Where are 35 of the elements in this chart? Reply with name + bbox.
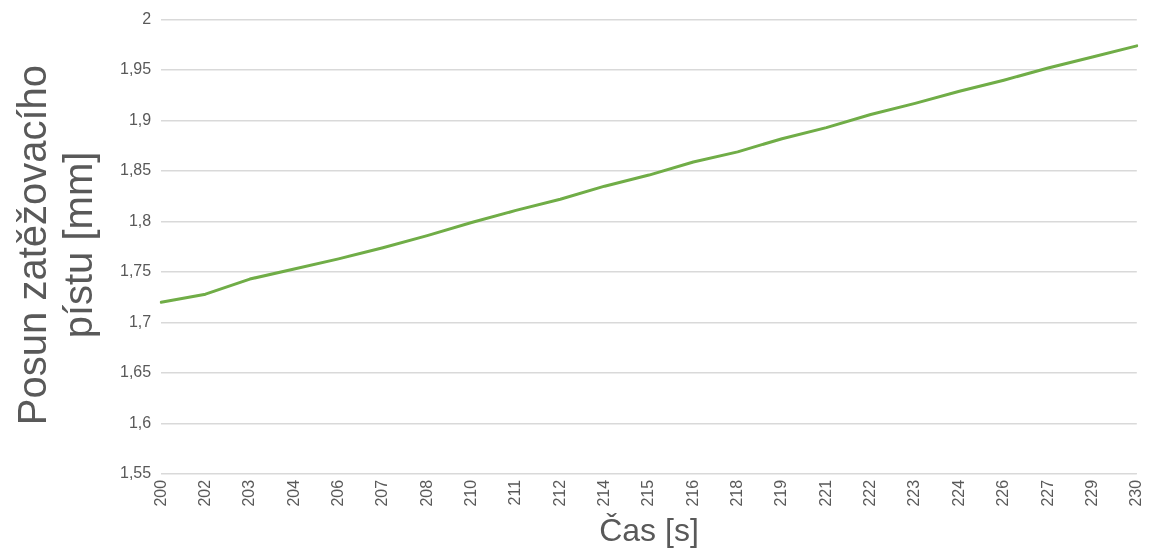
y-tick-label: 1,6 bbox=[128, 413, 152, 431]
y-tick-label: 1,55 bbox=[120, 464, 152, 482]
x-tick-label: 230 bbox=[1127, 479, 1145, 507]
x-tick-label: 211 bbox=[506, 479, 524, 506]
x-axis-title: Čas [s] bbox=[599, 511, 699, 548]
y-tick-label: 1,65 bbox=[120, 363, 152, 381]
x-tick-label: 229 bbox=[1082, 479, 1100, 507]
x-tick-label: 206 bbox=[328, 479, 346, 507]
y-tick-label: 1,7 bbox=[128, 312, 152, 330]
x-tick-label: 208 bbox=[417, 479, 435, 507]
x-tick-label: 202 bbox=[195, 479, 213, 507]
y-tick-label: 1,85 bbox=[120, 161, 152, 179]
x-tick-label: 227 bbox=[1038, 479, 1056, 507]
y-axis-title: Posun zatěžovacího pístu [mm] bbox=[9, 63, 101, 428]
x-tick-label: 215 bbox=[639, 479, 657, 507]
x-tick-label: 223 bbox=[905, 479, 923, 507]
x-tick-label: 210 bbox=[461, 479, 479, 507]
y-tick-label: 1,95 bbox=[120, 60, 152, 78]
x-tick-label: 221 bbox=[816, 479, 834, 507]
x-tick-label: 218 bbox=[728, 479, 746, 507]
x-tick-label: 219 bbox=[772, 479, 790, 507]
y-tick-label: 1,8 bbox=[128, 211, 152, 229]
x-tick-label: 214 bbox=[595, 479, 613, 507]
x-tick-label: 224 bbox=[949, 479, 967, 507]
x-tick-label: 226 bbox=[994, 479, 1012, 507]
y-tick-label: 1,9 bbox=[128, 110, 152, 128]
x-tick-label: 200 bbox=[151, 479, 169, 507]
x-tick-label: 216 bbox=[683, 479, 701, 507]
x-tick-label: 207 bbox=[373, 479, 391, 507]
x-tick-label: 203 bbox=[240, 479, 258, 507]
y-tick-label: 1,75 bbox=[120, 262, 152, 280]
y-tick-label: 2 bbox=[142, 10, 152, 28]
x-tick-label: 212 bbox=[550, 479, 568, 507]
x-tick-label: 204 bbox=[284, 479, 302, 507]
x-tick-label: 222 bbox=[861, 479, 879, 507]
